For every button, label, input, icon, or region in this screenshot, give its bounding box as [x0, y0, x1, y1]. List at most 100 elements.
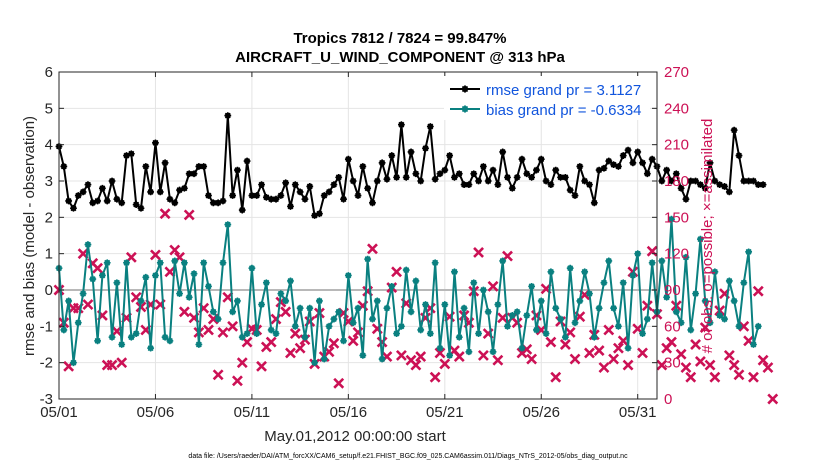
obs-assimilated-marker [564, 326, 576, 338]
y-tick-label-left: 2 [45, 209, 53, 226]
bias-point [156, 259, 164, 267]
x-tick-label: 05/16 [330, 404, 368, 421]
rmse-point [494, 181, 502, 189]
bias-point [74, 319, 82, 327]
obs-assimilated-marker [265, 336, 277, 348]
bias-point [441, 301, 449, 308]
bias-point [108, 333, 116, 341]
chart-subtitle: AIRCRAFT_U_WIND_COMPONENT @ 313 hPa [235, 49, 565, 66]
bias-point [118, 341, 126, 348]
legend-rmse-marker [461, 85, 469, 93]
bias-point [277, 290, 285, 298]
rmse-point [393, 173, 400, 181]
rmse-point [258, 181, 265, 189]
bias-point [398, 322, 405, 330]
bias-point [79, 290, 87, 298]
rmse-point [533, 166, 540, 174]
bias-point [465, 348, 473, 356]
rmse-point [99, 184, 106, 192]
bias-point [735, 322, 743, 330]
obs-assimilated-marker [333, 377, 345, 389]
rmse-point [518, 155, 526, 163]
obs-assimilated-marker [723, 349, 735, 361]
rmse-point [721, 183, 728, 190]
bias-point [557, 315, 564, 323]
obs-assimilated-marker [203, 324, 214, 336]
bias-point [590, 333, 598, 341]
rmse-point [185, 170, 193, 178]
rmse-point [499, 148, 507, 156]
obs-assimilated-marker [733, 369, 745, 381]
obs-assimilated-marker [728, 359, 740, 371]
bias-point [161, 333, 169, 341]
obs-assimilated-marker [116, 357, 128, 369]
obs-assimilated-marker [502, 250, 513, 262]
y-tick-label-right: 120 [664, 246, 689, 263]
obs-assimilated-marker [748, 371, 759, 383]
rmse-point [344, 155, 352, 163]
rmse-point [735, 152, 743, 159]
rmse-point [470, 170, 478, 178]
bias-point [595, 304, 603, 312]
x-axis-ticks: 05/01 05/06 05/11 05/16 05/21 05/26 05/31 [40, 72, 656, 421]
obs-assimilated-marker [285, 347, 296, 359]
obs-assimilated-marker [641, 300, 653, 312]
obs-assimilated-marker [183, 209, 195, 221]
bias-point [643, 315, 651, 323]
bias-point [243, 330, 251, 337]
rmse-point [373, 177, 381, 185]
plot-frame [58, 71, 658, 400]
obs-assimilated-marker [593, 345, 605, 356]
rmse-point [364, 184, 372, 192]
bias-point [615, 322, 622, 330]
left-axis-ticks: -3 -2 -1 0 1 2 3 4 5 6 [40, 64, 64, 408]
bias-point [533, 326, 540, 334]
rmse-point [542, 177, 550, 185]
rmse-point [561, 173, 569, 181]
rmse-point [484, 177, 492, 185]
bias-point [132, 330, 140, 337]
obs-assimilated-marker [632, 323, 644, 335]
legend-box [444, 76, 650, 120]
rmse-point [402, 173, 410, 181]
obs-assimilated-marker [675, 348, 687, 360]
bias-point [451, 268, 458, 276]
y-tick-label-right: 210 [664, 137, 689, 154]
bias-point [238, 333, 246, 341]
legend-bias-marker [461, 105, 469, 113]
obs-assimilated-marker [169, 244, 181, 256]
bias-point [586, 290, 593, 298]
rmse-point [219, 197, 227, 205]
rmse-point [70, 204, 77, 212]
rmse-point [195, 163, 203, 170]
obs-assimilated-marker [92, 262, 104, 274]
y-tick-label-right: 60 [664, 318, 681, 335]
rmse-point [108, 177, 116, 185]
bias-point [316, 297, 323, 305]
y-tick-label-left: 5 [45, 100, 53, 117]
bias-point [229, 308, 237, 316]
rmse-point [489, 166, 497, 174]
bias-point [745, 248, 753, 256]
bias-point [248, 264, 256, 272]
bias-point [364, 255, 372, 263]
bias-point [716, 312, 724, 319]
obs-assimilated-marker [666, 336, 677, 348]
rmse-point [706, 159, 714, 167]
bias-point [325, 322, 333, 330]
bias-point [258, 301, 265, 308]
bias-point [70, 359, 77, 367]
obs-assimilated-marker [434, 347, 446, 359]
rmse-point [745, 177, 753, 185]
bias-point [214, 315, 222, 323]
rmse-point [523, 170, 531, 178]
footnote: data file: /Users/raeder/DAI/ATM_forcXX/… [188, 453, 628, 460]
obs-assimilated-marker [178, 306, 190, 318]
rmse-point [369, 199, 376, 207]
obs-assimilated-marker [236, 357, 248, 369]
obs-assimilated-marker [477, 349, 489, 361]
legend-bias-star [461, 105, 469, 113]
y-tick-label-left: 0 [45, 282, 53, 299]
rmse-point [629, 159, 637, 167]
obs-assimilated-marker [164, 266, 176, 278]
